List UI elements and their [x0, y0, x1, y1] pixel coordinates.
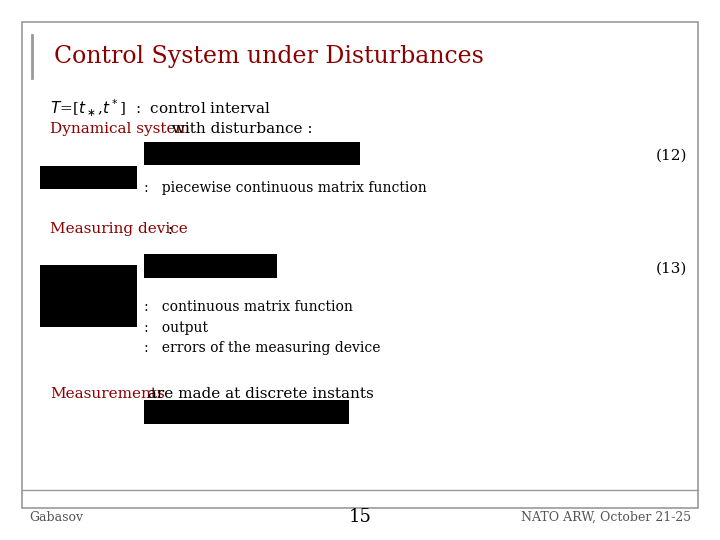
Bar [144, 142, 360, 165]
Text: :   errors of the measuring device: : errors of the measuring device [144, 341, 380, 355]
Text: (12): (12) [656, 148, 688, 163]
Text: with disturbance :: with disturbance : [167, 122, 312, 136]
Text: are made at discrete instants: are made at discrete instants [143, 387, 373, 401]
Bar [40, 265, 137, 327]
Bar [144, 254, 277, 278]
Text: Control System under Disturbances: Control System under Disturbances [54, 45, 484, 68]
Text: Dynamical system: Dynamical system [50, 122, 190, 136]
Text: NATO ARW, October 21-25: NATO ARW, October 21-25 [521, 511, 691, 524]
Text: Measuring device: Measuring device [50, 222, 188, 237]
Text: $T$=[$t_\ast$,$t^*$]  :  control interval: $T$=[$t_\ast$,$t^*$] : control interval [50, 97, 271, 119]
Bar [144, 400, 349, 424]
Text: :   output: : output [144, 321, 208, 335]
Text: :   continuous matrix function: : continuous matrix function [144, 300, 353, 314]
Text: Gabasov: Gabasov [29, 511, 83, 524]
Text: :   piecewise continuous matrix function: : piecewise continuous matrix function [144, 181, 427, 195]
Text: Measurements: Measurements [50, 387, 165, 401]
Text: 15: 15 [348, 508, 372, 526]
Bar [40, 166, 137, 189]
Text: :: : [163, 222, 174, 237]
Text: (13): (13) [656, 262, 688, 276]
